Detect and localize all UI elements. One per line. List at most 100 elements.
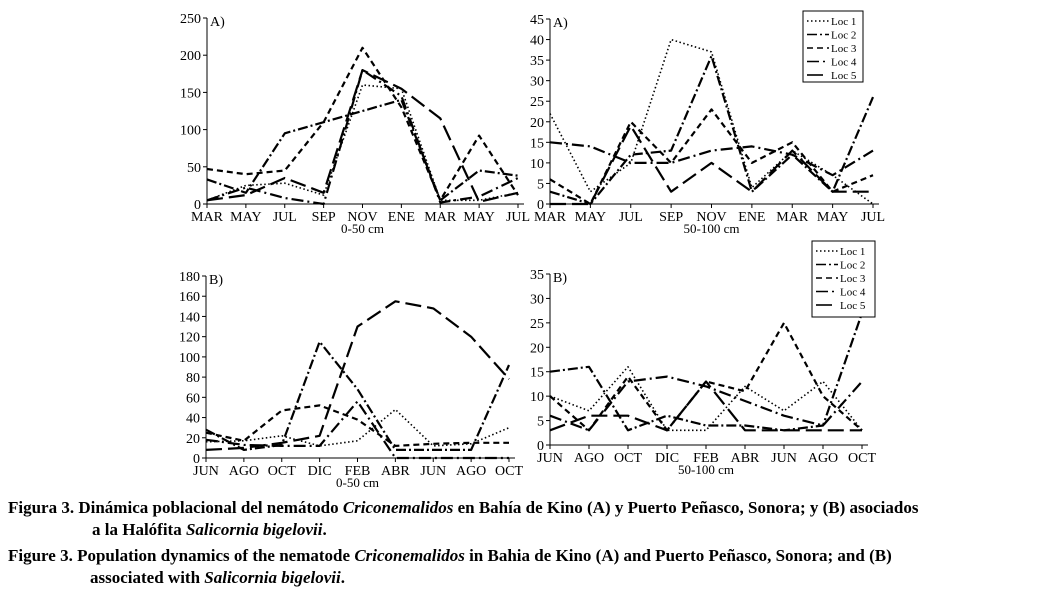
y-tick-label: 15 (530, 366, 544, 381)
x-axis-label: 50-100 cm (678, 462, 734, 477)
x-tick-label: MAR (534, 210, 567, 225)
x-tick-label: NOV (696, 210, 726, 225)
x-tick-label: MAR (191, 210, 224, 225)
series-line-loc-3 (206, 46, 519, 202)
y-tick-label: 140 (179, 310, 200, 325)
x-tick-label: OCT (495, 464, 523, 479)
y-tick-label: 0 (193, 452, 200, 467)
x-tick-label: JUN (771, 451, 797, 466)
caption-en-middle: in Bahia de Kino (A) and Puerto Peñasco,… (464, 546, 892, 565)
x-tick-label: AGO (229, 464, 259, 479)
y-tick-label: 250 (180, 12, 201, 27)
x-tick-label: SEP (312, 210, 336, 225)
y-tick-label: 40 (186, 412, 200, 427)
x-tick-label: NOV (347, 210, 377, 225)
caption-en-line2-suffix: . (340, 568, 346, 587)
y-tick-label: 35 (530, 268, 544, 283)
legend-entry: Loc 2 (840, 260, 865, 272)
y-tick-label: 10 (530, 157, 544, 172)
series-line-loc-4 (206, 68, 519, 206)
x-tick-label: JUL (619, 210, 643, 225)
y-tick-label: 20 (186, 432, 200, 447)
y-tick-label: 50 (187, 161, 201, 176)
series-line-loc-5 (205, 300, 510, 451)
y-tick-label: 200 (180, 49, 201, 64)
caption-en-line2-prefix: associated with (90, 568, 205, 587)
y-tick-label: 60 (186, 391, 200, 406)
y-tick-label: 0 (537, 198, 544, 213)
y-tick-label: 25 (530, 95, 544, 110)
caption-es-line2-suffix: . (322, 520, 327, 539)
series-line-loc-3 (205, 404, 509, 447)
series-line-loc-4 (549, 141, 874, 177)
y-tick-label: 30 (530, 292, 544, 307)
x-tick-label: MAY (463, 210, 494, 225)
y-tick-label: 80 (186, 371, 200, 386)
panel-label: B) (553, 271, 567, 286)
y-tick-label: 5 (537, 177, 544, 192)
x-tick-label: FEB (345, 464, 371, 479)
series-line-loc-3 (549, 108, 874, 206)
series-line-loc-1 (205, 408, 510, 447)
legend-entry: Loc 4 (831, 57, 857, 69)
x-tick-label: JUN (537, 451, 563, 466)
x-tick-label: JUN (193, 464, 219, 479)
series-line-loc-1 (549, 365, 863, 432)
caption-english: Figure 3. Population dynamics of the nem… (8, 545, 892, 589)
x-tick-label: JUL (273, 210, 297, 225)
caption-es-plant: Salicornia bigelovii (185, 520, 323, 539)
series-line-loc-5 (206, 68, 519, 203)
caption-es-species: Criconemalidos (342, 498, 454, 517)
x-tick-label: ABR (731, 451, 760, 466)
x-tick-label: MAR (776, 210, 809, 225)
x-tick-label: OCT (848, 451, 876, 466)
y-tick-label: 0 (537, 439, 544, 454)
y-tick-label: 25 (530, 317, 544, 332)
x-tick-label: AGO (574, 451, 604, 466)
caption-en-prefix: Figure 3. Population dynamics of the nem… (8, 546, 355, 565)
chart-panel-3: 0 20 40 60 80 100 120 140 160 180 JUN AGO OCT DIC FEB A… (179, 270, 523, 490)
y-tick-label: 5 (537, 415, 544, 430)
x-tick-label: ENE (388, 210, 415, 225)
y-tick-label: 150 (180, 86, 201, 101)
chart-panel-4: 0 5 10 15 20 25 30 35 JUN AGO OCT DIC FEB ABR JUN AGO OC… (530, 240, 876, 477)
y-tick-label: 20 (530, 341, 544, 356)
legend-entry: Loc 5 (831, 70, 857, 82)
legend-entry: Loc 3 (831, 43, 857, 55)
panel-label: B) (209, 273, 223, 288)
y-tick-label: 35 (530, 54, 544, 69)
legend-box (802, 10, 864, 83)
panel-label: A) (553, 16, 568, 31)
caption-spanish: Figura 3. Dinámica poblacional del nemát… (8, 497, 918, 541)
x-axis-label: 0-50 cm (336, 475, 379, 490)
series-line-loc-5 (549, 380, 862, 432)
series-line-loc-1 (549, 38, 874, 205)
panel-label: A) (210, 15, 225, 30)
x-tick-label: SEP (659, 210, 683, 225)
x-tick-label: OCT (614, 451, 642, 466)
x-tick-label: MAY (817, 210, 848, 225)
caption-en-species: Criconemalidos (354, 546, 465, 565)
x-tick-label: FEB (693, 451, 719, 466)
caption-en-plant: Salicornia bigelovii (204, 568, 341, 587)
y-tick-label: 0 (194, 198, 201, 213)
x-tick-label: AGO (808, 451, 838, 466)
y-tick-label: 160 (179, 290, 200, 305)
legend-entry: Loc 5 (840, 300, 866, 312)
y-tick-label: 45 (530, 13, 544, 28)
x-tick-label: MAR (424, 210, 457, 225)
x-tick-label: ABR (381, 464, 410, 479)
series-line-loc-2 (549, 312, 864, 432)
x-tick-label: JUL (861, 210, 885, 225)
x-tick-label: AGO (456, 464, 486, 479)
series-line-loc-2 (206, 98, 519, 202)
legend-entry: Loc 2 (831, 30, 856, 42)
y-tick-label: 10 (530, 390, 544, 405)
caption-es-line2-prefix: a la Halófita (92, 520, 186, 539)
x-tick-label: DIC (308, 464, 332, 479)
x-tick-label: OCT (268, 464, 296, 479)
y-tick-label: 120 (179, 331, 200, 346)
